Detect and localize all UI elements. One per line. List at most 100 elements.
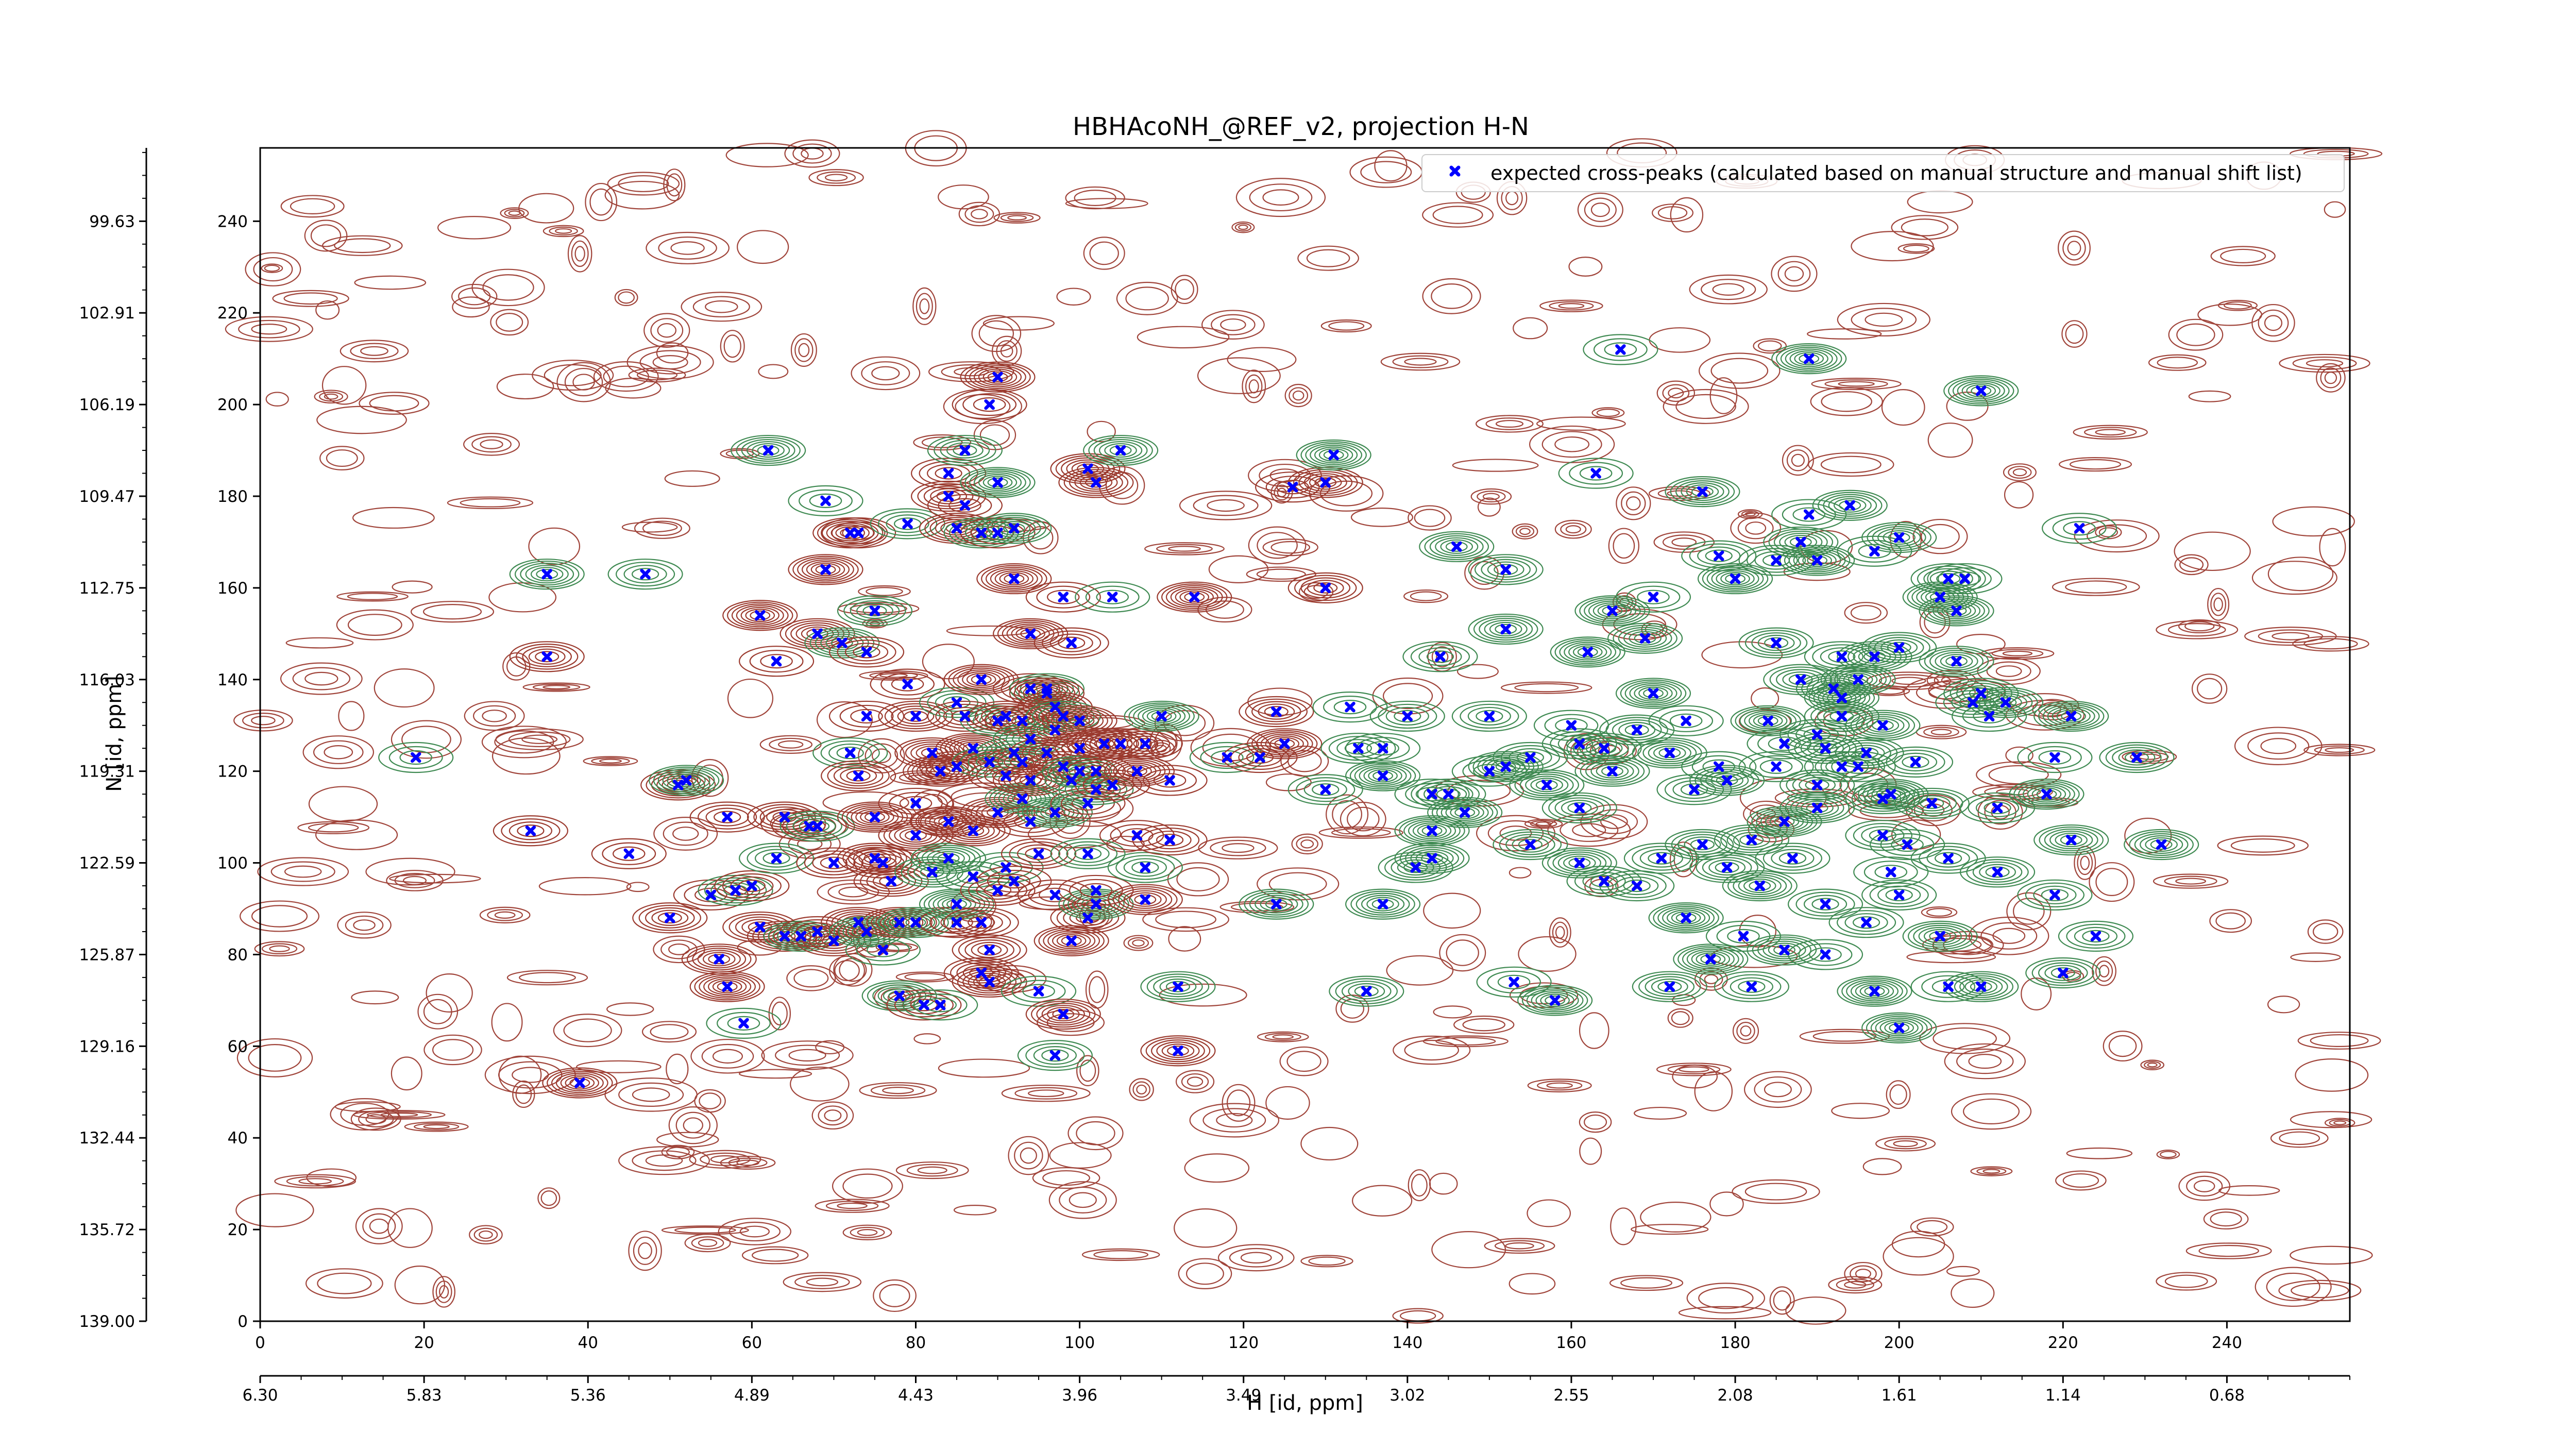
noise-contour	[2290, 1245, 2373, 1265]
cross-peak-marker	[1926, 798, 1938, 809]
cross-peak-marker	[1566, 720, 1577, 731]
noise-contour	[304, 220, 348, 252]
cross-peak-marker	[1049, 701, 1061, 713]
noise-contour	[1340, 801, 1386, 837]
peak-contour	[1615, 678, 1691, 709]
cross-peak-marker	[1803, 353, 1815, 364]
noise-contour	[336, 591, 409, 602]
noise-contour	[1689, 274, 1768, 305]
noise-contour	[1129, 1078, 1154, 1101]
peak-contour	[378, 742, 454, 773]
noise-contour	[2148, 354, 2207, 371]
cross-peak-marker	[1107, 780, 1118, 790]
cross-peak-marker	[1877, 830, 1888, 841]
cross-peak-marker	[992, 715, 1003, 727]
peak-contour	[591, 838, 667, 869]
cross-peak-marker	[1016, 756, 1028, 768]
peak-contour	[1296, 439, 1371, 471]
noise-contour	[718, 1218, 792, 1245]
cross-peak-marker	[951, 697, 962, 708]
noise-contour	[663, 169, 686, 201]
cross-peak-marker	[1164, 775, 1175, 786]
peak-contour	[1058, 467, 1134, 498]
noise-contour	[2052, 578, 2140, 596]
cross-peak-marker	[1025, 628, 1036, 639]
noise-contour	[1631, 1224, 1709, 1235]
peak-contour	[1665, 476, 1740, 508]
cross-peak-marker	[976, 967, 987, 979]
peak-contour	[837, 595, 913, 627]
peak-contour	[2042, 513, 2117, 544]
noise-contour	[2303, 744, 2376, 756]
peak-contour	[1738, 545, 1814, 576]
noise-contour	[392, 580, 433, 594]
noise-contour	[1875, 1136, 1936, 1152]
cross-peak-marker	[1361, 986, 1372, 997]
noise-contour	[634, 517, 690, 539]
cross-peak-marker	[1173, 981, 1183, 992]
noise-contour	[1782, 445, 1814, 476]
cross-peak-marker	[877, 857, 889, 868]
noise-contour	[2178, 1171, 2231, 1201]
noise-contour	[2061, 320, 2088, 348]
cross-peak-marker	[1599, 743, 1609, 754]
noise-contour	[417, 993, 459, 1030]
cross-peak-marker	[1189, 592, 1200, 602]
noise-contour	[528, 527, 581, 565]
cross-peak-marker	[1058, 711, 1069, 722]
peak-contour	[2033, 824, 2109, 856]
noise-contour	[1653, 531, 1715, 553]
noise-contour	[2290, 1111, 2372, 1128]
peak-contour	[1919, 646, 1994, 677]
noise-contour	[1616, 486, 1651, 520]
cross-peak-marker	[1091, 784, 1101, 795]
noise-contour	[490, 309, 529, 336]
peak-contour	[1017, 1040, 1093, 1071]
peak-contour	[1025, 998, 1101, 1030]
peak-contour	[1550, 636, 1625, 668]
cross-peak-marker	[1795, 536, 1806, 548]
cross-peak-marker	[2065, 834, 2077, 846]
y-ppm-tick-label: 122.59	[79, 854, 135, 873]
noise-contour	[374, 668, 435, 708]
noise-contour	[1235, 178, 1326, 217]
noise-contour	[1640, 1201, 1711, 1233]
peak-contour	[2017, 742, 2093, 773]
y-ppm-tick-label: 129.16	[79, 1037, 135, 1056]
noise-contour	[607, 172, 680, 196]
peak-contour	[1451, 700, 1527, 732]
cross-peak-marker	[976, 917, 987, 928]
cross-peak-marker	[722, 981, 733, 992]
noise-contour	[829, 955, 866, 986]
cross-peak-marker	[541, 651, 552, 662]
peak-contour	[1493, 829, 1568, 861]
cross-peak-marker	[1869, 986, 1880, 997]
noise-contour	[1242, 369, 1266, 403]
noise-contour	[538, 877, 632, 896]
peak-contour	[1861, 632, 1937, 663]
cross-peak-marker	[1992, 867, 2003, 878]
noise-contour	[1159, 983, 1247, 1007]
cross-peak-marker	[1681, 715, 1691, 727]
noise-contour	[822, 791, 909, 814]
noise-contour	[1610, 1207, 1637, 1245]
noise-contour	[1609, 1275, 1684, 1291]
cross-peak-marker	[1115, 738, 1126, 749]
noise-contour	[1403, 589, 1449, 603]
noise-contour	[1698, 352, 1781, 389]
peak-contour	[1075, 581, 1150, 613]
noise-contour	[280, 662, 363, 695]
noise-contour	[1318, 826, 1403, 839]
noise-contour	[2073, 425, 2148, 440]
peak-contour	[1615, 581, 1691, 613]
noise-contour	[727, 678, 774, 718]
noise-contour	[236, 1038, 313, 1077]
cross-peak-marker	[1279, 738, 1290, 749]
cross-peak-marker	[755, 921, 766, 933]
cross-peak-marker	[1001, 711, 1011, 722]
x-ppm-tick-label: 5.83	[406, 1386, 442, 1405]
noise-contour	[337, 912, 392, 939]
peak-contour	[1476, 966, 1552, 998]
noise-contour	[1123, 935, 1154, 951]
cross-peak-marker	[1738, 931, 1749, 942]
